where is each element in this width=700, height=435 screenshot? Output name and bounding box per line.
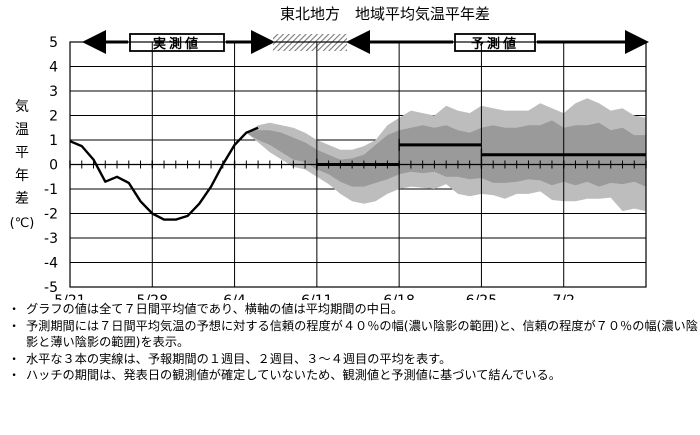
- observed-label: 実測値: [153, 36, 201, 52]
- note-bullet: ・: [8, 318, 21, 333]
- y-tick-label: -2: [44, 207, 58, 223]
- y-tick-label: 0: [49, 158, 58, 174]
- y-tick-label: -5: [44, 280, 58, 296]
- observed-series-line: [69, 126, 259, 221]
- note-bullet: ・: [8, 368, 21, 383]
- note-text: 水平な３本の実線は、予報期間の１週目、２週目、３～４週目の平均を表す。: [26, 351, 452, 366]
- y-axis-label-char: 平: [15, 145, 29, 161]
- y-tick-label: -4: [44, 256, 58, 272]
- x-tick-label: 6/25: [466, 293, 497, 300]
- temperature-anomaly-chart: 東北地方 地域平均気温平年差 気 温 平 年 差 (℃) 実測値 予測値 -5-…: [10, 5, 649, 300]
- chart-title: 東北地方 地域平均気温平年差: [280, 5, 490, 23]
- x-tick-label: 6/18: [383, 293, 414, 300]
- y-tick-label: -1: [44, 182, 58, 198]
- y-tick-label: 2: [49, 109, 58, 125]
- x-tick-label: 5/28: [137, 293, 168, 300]
- note-item: ・水平な３本の実線は、予報期間の１週目、２週目、３～４週目の平均を表す。: [8, 351, 698, 368]
- y-tick-label: 4: [49, 60, 58, 76]
- note-text: ハッチの期間は、発表日の観測値が確定していないため、観測値と予測値に基づいて結ん…: [26, 368, 561, 383]
- note-item: ・グラフの値は全て７日間平均値であり、横軸の値は平均期間の中日。: [8, 301, 698, 318]
- y-tick-label: 1: [49, 133, 58, 149]
- x-tick-label: 6/4: [223, 293, 246, 300]
- note-bullet: ・: [8, 351, 21, 366]
- x-tick-label: 7/2: [552, 293, 575, 300]
- y-tick-label: 5: [49, 35, 58, 51]
- y-axis-label-char: 差: [15, 191, 29, 207]
- note-item: ・ハッチの期間は、発表日の観測値が確定していないため、観測値と予測値に基づいて結…: [8, 367, 698, 384]
- y-axis-label-char: 温: [15, 122, 29, 138]
- y-axis-label-unit: (℃): [10, 216, 35, 231]
- note-text: グラフの値は全て７日間平均値であり、横軸の値は平均期間の中日。: [26, 302, 404, 316]
- x-tick-label: 6/11: [301, 293, 332, 300]
- y-tick-label: -3: [44, 231, 58, 247]
- y-axis-label-char: 年: [15, 168, 29, 184]
- y-axis-label-char: 気: [15, 99, 29, 115]
- period-header: 実測値 予測値: [82, 30, 649, 54]
- note-bullet: ・: [8, 302, 21, 316]
- y-axis-label: 気 温 平 年 差 (℃): [10, 99, 35, 231]
- forecast-label: 予測値: [471, 36, 519, 52]
- x-tick-label: 5/21: [54, 293, 85, 300]
- note-item: ・予測期間には７日間平均気温の予想に対する信頼の程度が４０％の幅(濃い陰影の範囲…: [8, 318, 698, 351]
- confidence-band-40: [246, 120, 647, 187]
- plot-area: -5 -4 -3 -2 -1 0 1 2 3 4 5 5/21 5/28 6/4 6/11 6/18 6/25 7…: [44, 35, 647, 300]
- plot-frame: [69, 41, 647, 288]
- y-tick-label: 3: [49, 84, 58, 100]
- chart-notes: ・グラフの値は全て７日間平均値であり、横軸の値は平均期間の中日。 ・予測期間には…: [8, 301, 698, 384]
- note-text: 予測期間には７日間平均気温の予想に対する信頼の程度が４０％の幅(濃い陰影の範囲)…: [26, 318, 698, 350]
